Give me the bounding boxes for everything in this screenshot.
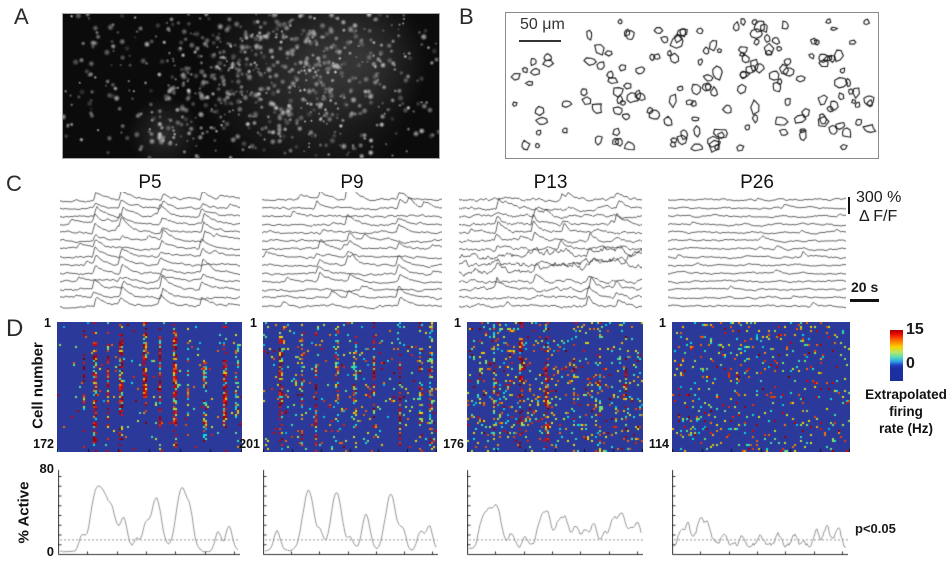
- heatmap-p9: [263, 322, 437, 452]
- scalebar-50um-bar: [519, 40, 561, 42]
- active-ymin-label: 0: [46, 544, 54, 559]
- panel-a-fluorescence-image: [62, 13, 440, 159]
- colorbar-title-line1: Extrapolated: [865, 387, 947, 402]
- panel-label-b: B: [459, 4, 474, 29]
- traces-p5: [60, 192, 240, 310]
- cell-number-axis-label: Cell number: [29, 342, 47, 429]
- significance-label: p<0.05: [855, 521, 896, 536]
- active-plot-p26: [672, 468, 848, 556]
- cell-first-label-p5: 1: [44, 316, 51, 330]
- heatmap-p13: [467, 322, 643, 452]
- time-scalebar-label: 20 s: [851, 279, 879, 295]
- time-scalebar-bar: [850, 299, 879, 302]
- traces-p26: [668, 192, 846, 310]
- colorbar-title-line2: firing: [889, 404, 923, 419]
- cell-count-label-p9: 201: [239, 437, 260, 451]
- heatmap-p5: [57, 322, 242, 452]
- panel-label-d: D: [6, 315, 24, 342]
- cell-first-label-p9: 1: [250, 316, 257, 330]
- age-title-p13: P13: [533, 172, 568, 193]
- colorbar-title-line3: rate (Hz): [878, 421, 933, 436]
- active-ymax-label: 80: [39, 461, 54, 476]
- cell-count-label-p13: 176: [443, 437, 464, 451]
- panel-b-outline-map-frame: [505, 12, 879, 159]
- active-axis-label: % Active: [15, 481, 33, 544]
- age-title-p9: P9: [340, 172, 364, 193]
- active-plot-p13: [467, 468, 643, 556]
- cell-first-label-p26: 1: [659, 316, 666, 330]
- traces-p9: [262, 192, 442, 310]
- dff-scalebar-line: [848, 197, 850, 214]
- traces-p13: [459, 192, 642, 310]
- panel-label-c: C: [6, 171, 22, 196]
- colorbar-max-label: 15: [906, 321, 924, 338]
- cell-first-label-p13: 1: [454, 316, 461, 330]
- heatmap-p26: [672, 322, 850, 452]
- scalebar-50um-label: 50 μm: [520, 16, 565, 33]
- dff-scalebar-unit: Δ F/F: [859, 208, 898, 225]
- cell-count-label-p26: 114: [648, 437, 669, 451]
- dff-scalebar-value: 300 %: [856, 189, 902, 206]
- active-plot-p9: [263, 468, 438, 556]
- age-title-p26: P26: [740, 172, 774, 193]
- age-title-p5: P5: [138, 172, 162, 193]
- panel-label-a: A: [14, 4, 29, 29]
- colorbar-min-label: 0: [906, 355, 915, 372]
- colorbar: [890, 330, 903, 381]
- cell-count-label-p5: 172: [33, 437, 54, 451]
- active-plot-p5: [58, 468, 240, 556]
- panel-b-cell-outline-map: [506, 13, 878, 158]
